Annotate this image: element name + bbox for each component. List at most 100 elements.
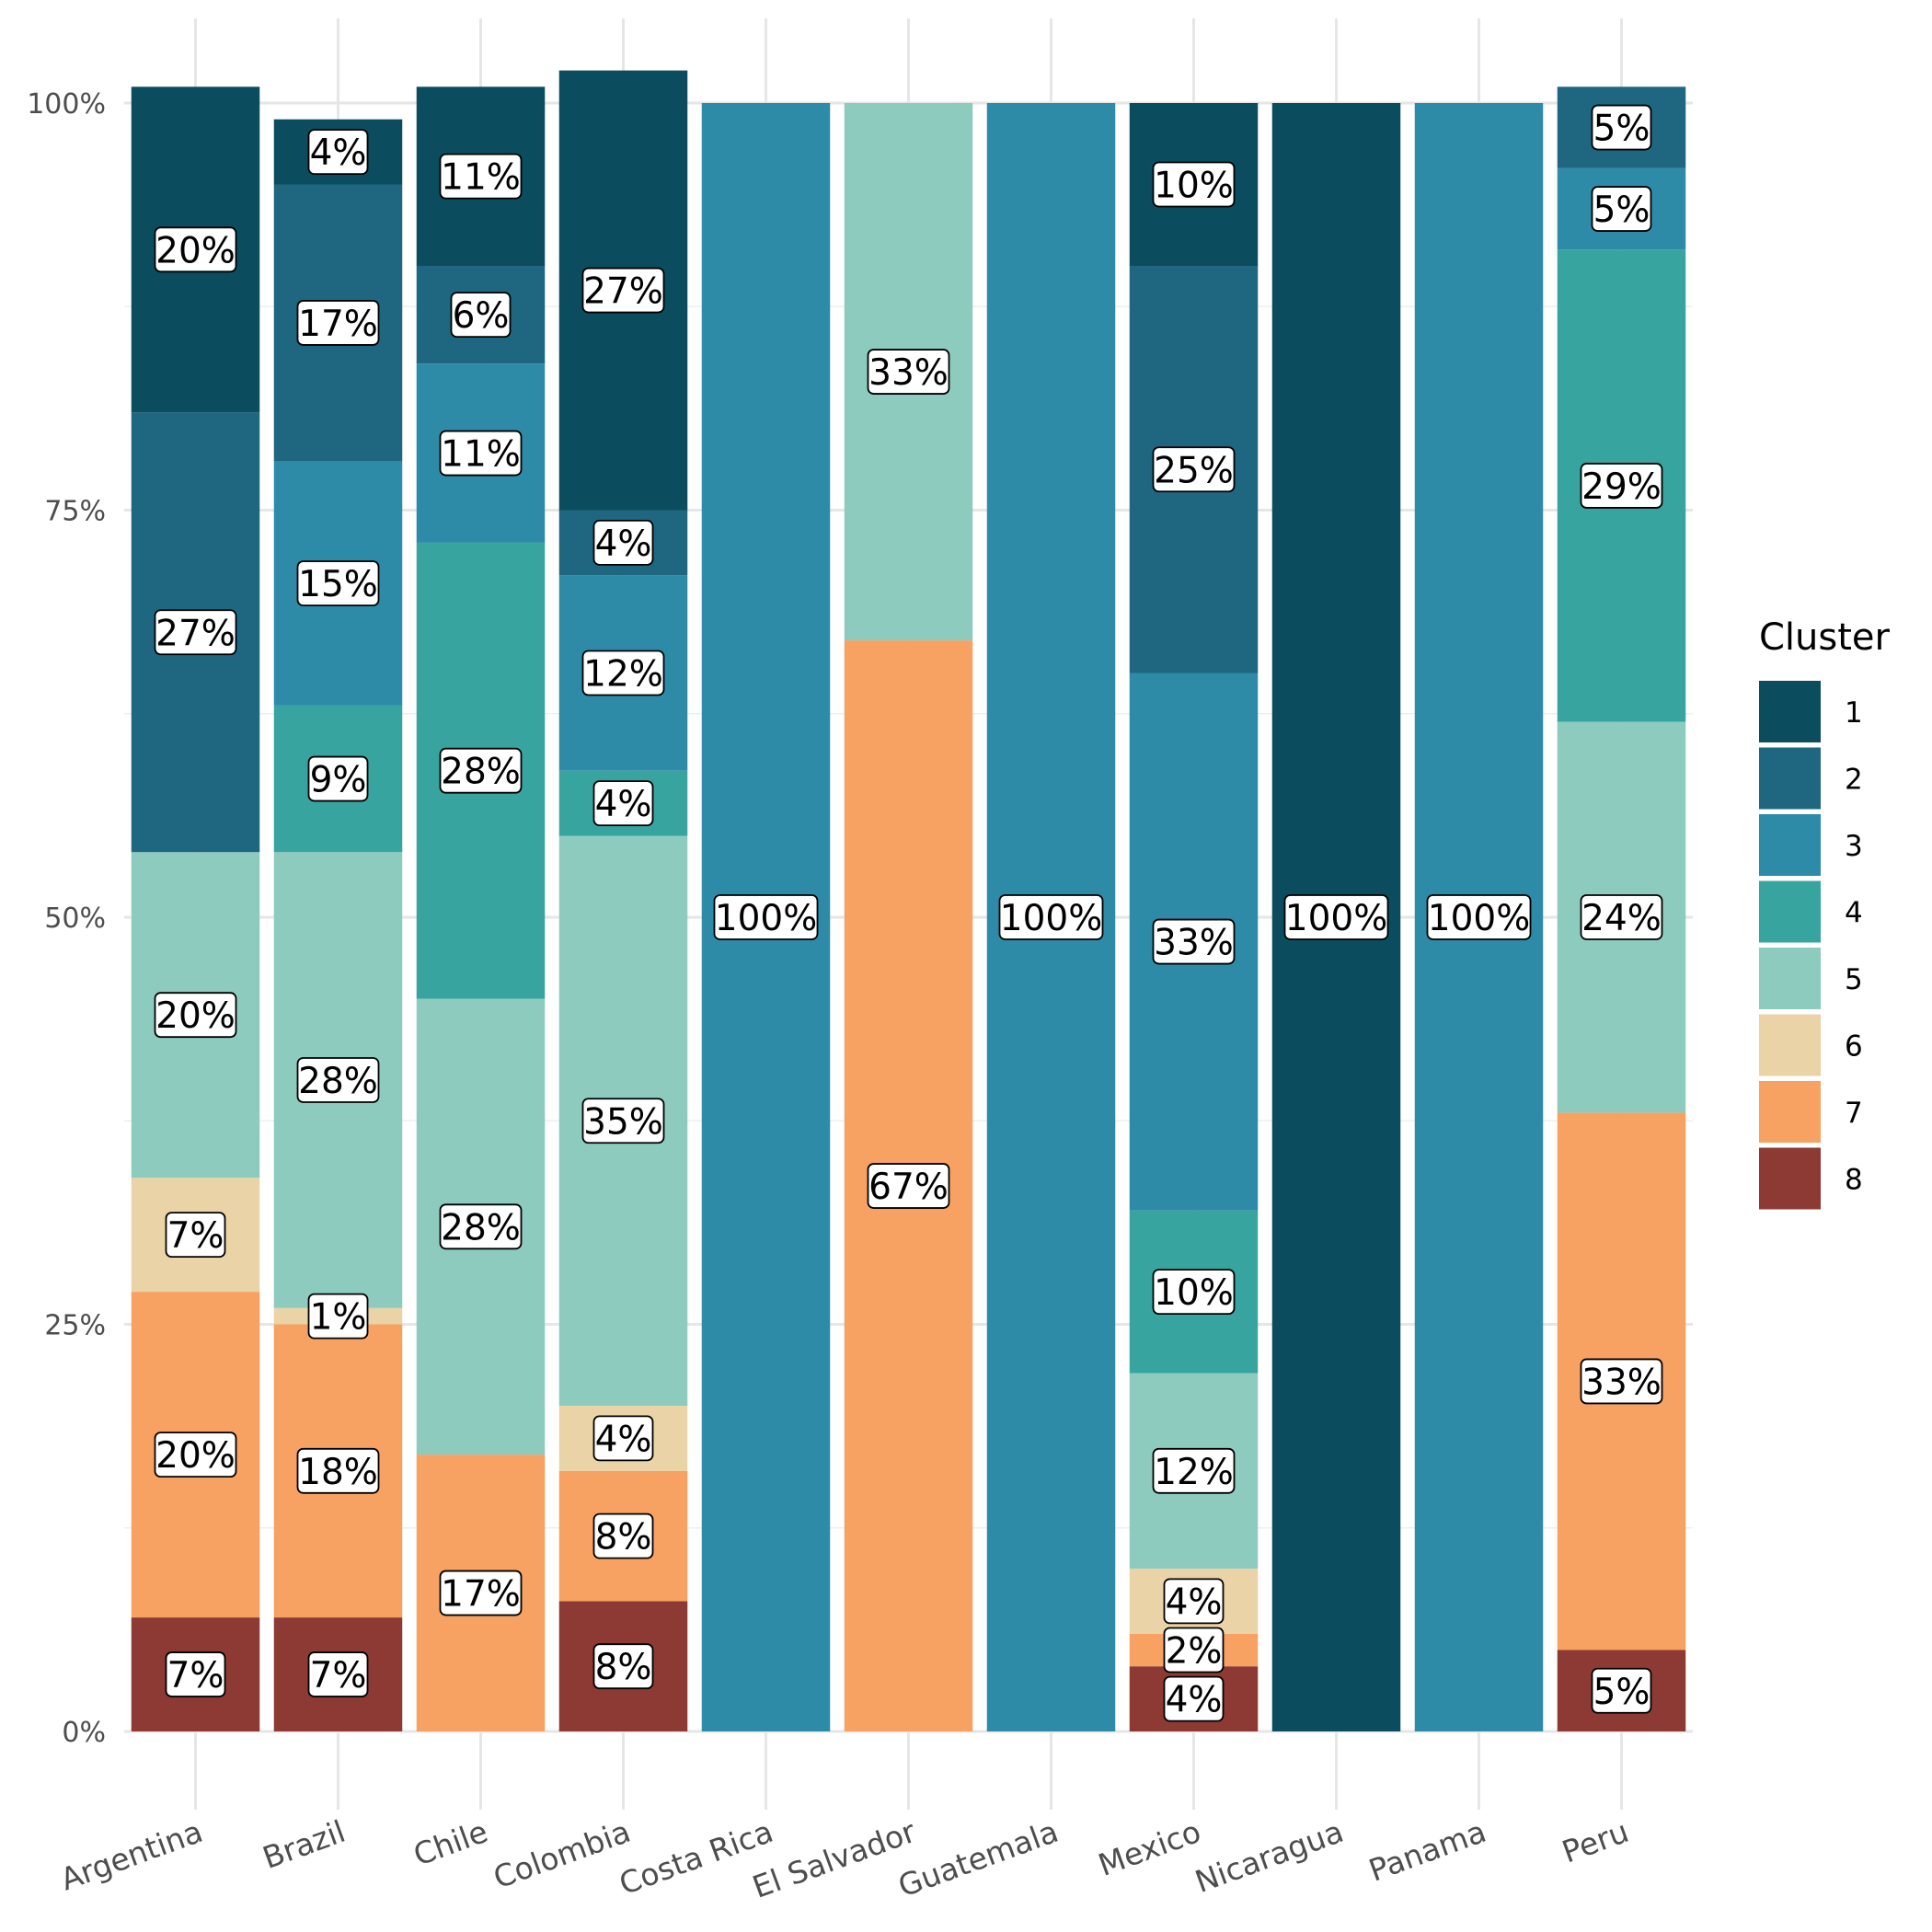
segment-label: 2% — [1163, 1627, 1225, 1673]
segment-label-box — [592, 1512, 654, 1559]
segment-label: 28% — [296, 1057, 380, 1103]
segment-label-text: 1% — [310, 1297, 367, 1339]
segment-label: 100% — [1283, 894, 1389, 940]
segment-label-text: 5% — [1593, 1672, 1650, 1713]
y-tick-label: 25% — [44, 1310, 106, 1342]
segment-label-box — [307, 129, 369, 176]
segment-label: 4% — [592, 1415, 654, 1462]
segment-label-box — [867, 1163, 950, 1209]
legend-key — [1759, 1014, 1821, 1076]
segment-label: 33% — [1152, 918, 1236, 965]
segment-label-box — [1152, 918, 1236, 965]
segment-label-text: 20% — [155, 995, 236, 1037]
segment-label: 5% — [1591, 186, 1652, 232]
segment-label-box — [1591, 1667, 1652, 1714]
segment-label-box — [713, 894, 819, 940]
segment-label-box — [154, 226, 237, 273]
segment-label-box — [296, 1447, 380, 1494]
segment-label-box — [307, 1293, 369, 1340]
segment-label-text: 20% — [155, 230, 236, 271]
segment-label: 28% — [439, 1203, 523, 1250]
segment-label: 5% — [1591, 104, 1652, 151]
segment-label-text: 20% — [155, 1435, 236, 1477]
segment-label: 8% — [592, 1643, 654, 1690]
segment-label: 11% — [439, 153, 523, 200]
segment-label: 12% — [581, 650, 665, 696]
legend-key — [1759, 681, 1821, 742]
segment-label-text: 17% — [298, 304, 378, 345]
segment-label-text: 10% — [1154, 1272, 1234, 1314]
x-tick-label: Mexico — [1094, 1813, 1206, 1883]
segment-label-box — [1591, 186, 1652, 232]
segment-label: 28% — [439, 747, 523, 794]
segment-label-text: 2% — [1166, 1631, 1223, 1673]
segment-label: 7% — [165, 1651, 226, 1697]
segment-label-box — [1163, 1627, 1225, 1673]
segment-label-box — [1163, 1578, 1225, 1625]
segment-label-box — [581, 1098, 665, 1144]
legend-label: 7 — [1845, 1097, 1863, 1130]
segment-label-box — [450, 292, 512, 339]
x-tick-label: Argentina — [56, 1813, 208, 1898]
segment-label-box — [439, 153, 523, 200]
y-tick-label: 75% — [44, 496, 106, 528]
segment-label-text: 4% — [595, 523, 652, 565]
segment-label: 24% — [1580, 894, 1663, 940]
segment-label: 12% — [1152, 1447, 1236, 1494]
segment-label-box — [592, 1643, 654, 1690]
segment-label-text: 5% — [1593, 190, 1650, 231]
segment-label-text: 17% — [441, 1574, 521, 1616]
segment-label-box — [1580, 894, 1663, 940]
legend-key — [1759, 814, 1821, 876]
segment-label: 29% — [1580, 463, 1663, 509]
segment-label-text: 4% — [595, 1419, 652, 1460]
segment-label-text: 33% — [1581, 1362, 1662, 1403]
segment-label-text: 27% — [155, 613, 236, 654]
segment-label: 9% — [307, 755, 369, 802]
segment-label-box — [154, 992, 237, 1039]
segment-label-box — [1426, 894, 1532, 940]
segment-label-box — [581, 650, 665, 696]
segment-label-text: 10% — [1154, 166, 1234, 207]
segment-label-box — [1580, 1358, 1663, 1405]
segment-label: 7% — [307, 1651, 369, 1697]
x-tick-label: Guatemala — [893, 1813, 1063, 1904]
segment-label-box — [592, 520, 654, 566]
segment-label-box — [581, 267, 665, 314]
segment-label-box — [296, 1057, 380, 1103]
legend-label: 6 — [1845, 1030, 1863, 1064]
x-tick-label: Peru — [1558, 1813, 1633, 1870]
segment-label-text: 27% — [583, 271, 663, 313]
x-tick-label: Chile — [408, 1813, 492, 1873]
segment-label-text: 8% — [595, 1647, 652, 1688]
segment-label: 100% — [1426, 894, 1532, 940]
segment-label: 10% — [1152, 161, 1236, 208]
segment-label-text: 35% — [583, 1101, 663, 1143]
segment-label: 17% — [296, 300, 380, 346]
legend-key — [1759, 747, 1821, 810]
segment-label: 25% — [1152, 446, 1236, 493]
y-tick-label: 50% — [44, 903, 106, 935]
x-tick-label: Panama — [1364, 1813, 1491, 1889]
segment-label-box — [1163, 1675, 1225, 1722]
segment-label-text: 7% — [167, 1215, 224, 1257]
segment-label-box — [307, 755, 369, 802]
segment-label-text: 4% — [1166, 1581, 1223, 1623]
segment-label: 27% — [581, 267, 665, 314]
x-tick-label: Nicaragua — [1190, 1813, 1348, 1900]
legend-key — [1759, 880, 1821, 943]
legend-label: 4 — [1845, 897, 1863, 930]
segment-label-text: 8% — [595, 1517, 652, 1558]
y-tick-label: 100% — [27, 88, 106, 121]
segment-label-box — [165, 1212, 226, 1259]
segment-label-text: 12% — [1154, 1452, 1234, 1493]
segment-label: 20% — [154, 226, 237, 273]
legend: Cluster 1 2 3 4 5 6 7 8 — [1759, 616, 1891, 1210]
segment-label: 33% — [867, 349, 950, 395]
legend-label: 8 — [1845, 1164, 1863, 1197]
segment-label-text: 29% — [1581, 466, 1662, 508]
segment-label-text: 100% — [1428, 898, 1531, 939]
segment-label-text: 28% — [441, 752, 521, 793]
segment-label-text: 100% — [1285, 898, 1388, 939]
